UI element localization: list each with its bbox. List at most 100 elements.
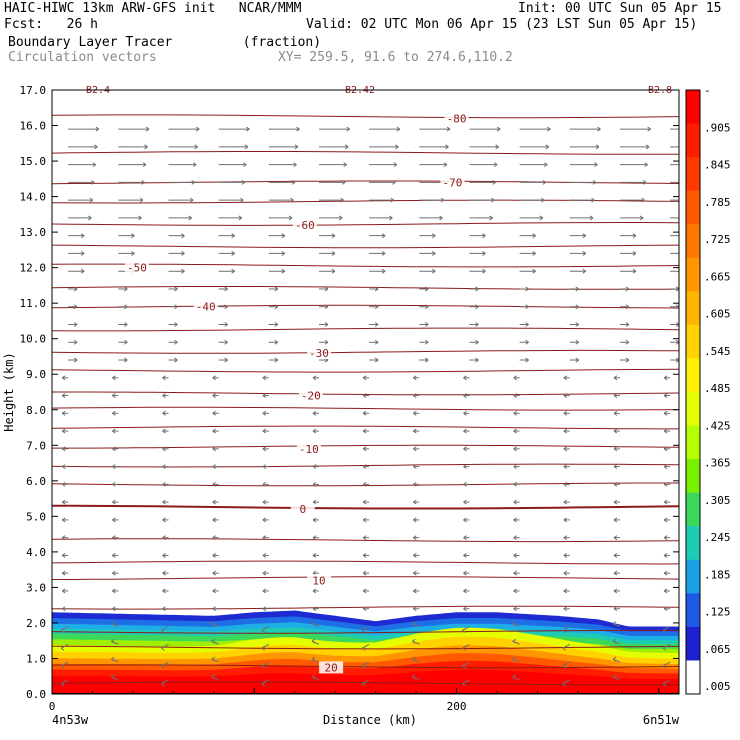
wind-vector-head <box>112 606 116 612</box>
wind-vector-head <box>162 553 166 558</box>
wind-vector-head <box>362 553 367 558</box>
y-tick-label: 15.0 <box>20 155 47 168</box>
wind-vector-head <box>94 144 98 150</box>
wind-vector-head <box>361 645 366 651</box>
temperature-contour <box>52 504 679 510</box>
wind-vector-head <box>390 197 395 203</box>
wind-vector-head <box>445 144 449 150</box>
wind-vector-head <box>547 126 551 132</box>
wind-vector-head <box>261 681 266 687</box>
wind-vector-head <box>597 126 601 132</box>
wind-vector-head <box>61 446 66 452</box>
wind-vector-head <box>261 663 266 669</box>
axes: 0.0 1.0 2.0 3.0 4.0 5.0 6.0 7.0 8.0 9.0 10.0 11.0 12… <box>20 84 679 713</box>
wind-vector-head <box>662 681 667 687</box>
y-tick-label: 7.0 <box>26 439 46 452</box>
contour-label: -60 <box>295 219 315 232</box>
wind-vector-head <box>73 304 78 310</box>
colorbar-label: .065 <box>704 643 731 656</box>
circulation-vectors <box>60 126 679 687</box>
wind-vector-head <box>525 322 529 327</box>
wind-vector-head <box>413 588 417 594</box>
y-tick-label: 14.0 <box>20 191 47 204</box>
colorbar-label: .725 <box>704 233 731 246</box>
wind-vector-head <box>563 446 568 452</box>
wind-vector-head <box>393 162 398 168</box>
wind-vector-head <box>262 481 267 487</box>
wind-vector-head <box>224 339 228 345</box>
wind-vector-head <box>212 499 216 505</box>
wind-vector-head <box>88 215 92 221</box>
wind-vector-head <box>613 517 618 523</box>
wind-vector-head <box>262 499 267 505</box>
wind-vector-head <box>613 375 618 381</box>
wind-vector-head <box>61 570 66 576</box>
wind-vector-head <box>89 197 94 203</box>
wind-vector-head <box>124 357 128 363</box>
colorbar-label: .605 <box>704 308 731 321</box>
wind-vector-head <box>61 517 66 523</box>
contour-label-bg <box>444 112 469 125</box>
wind-vector-head <box>425 357 429 363</box>
colorbar-swatch <box>686 626 700 661</box>
wind-vector-head <box>161 663 165 669</box>
wind-vector-head <box>311 638 316 644</box>
temperature-contour <box>52 560 679 565</box>
wind-vector-head <box>324 286 329 292</box>
wind-vector-head <box>413 446 417 452</box>
wind-vector-head <box>613 481 618 487</box>
wind-vector-head <box>663 464 668 470</box>
wind-vector-head <box>174 286 178 292</box>
colorbar-swatch <box>686 157 700 192</box>
plot-frame <box>51 89 680 695</box>
contour-label-bg <box>292 219 317 232</box>
contour-label: -20 <box>301 390 321 403</box>
wind-vector-head <box>575 322 580 327</box>
wind-vector-head <box>413 393 417 398</box>
model-title: HAIC-HIWC 13km ARW-GFS init NCAR/MMM <box>4 1 302 16</box>
wind-vector-head <box>513 446 517 452</box>
colorbar-swatch <box>686 123 700 158</box>
contour-label: 20 <box>324 661 337 674</box>
ground-line <box>52 692 679 694</box>
wind-vector-head <box>231 268 235 274</box>
y-tick-label: 6.0 <box>26 475 46 488</box>
wind-vector-head <box>60 681 65 687</box>
wind-vector-head <box>162 588 166 594</box>
wind-vector-head <box>425 322 429 327</box>
wind-vector-head <box>413 464 417 470</box>
wind-vector-head <box>563 535 568 541</box>
wind-vector-head <box>632 233 637 239</box>
y-tick-label: 5.0 <box>26 510 46 523</box>
wind-vector-head <box>340 197 344 203</box>
wind-vector-head <box>563 588 568 594</box>
wind-vector-head <box>312 410 317 416</box>
wind-vector-head <box>211 621 215 626</box>
wind-vector-head <box>312 606 317 612</box>
wind-vector-head <box>413 570 417 576</box>
wind-vector-head <box>161 645 165 651</box>
wind-vector-head <box>212 410 216 416</box>
wind-vector-head <box>563 375 568 381</box>
wind-vector-head <box>613 464 618 470</box>
wind-vector-head <box>563 464 568 470</box>
vector-title: Circulation vectors <box>8 50 157 65</box>
colorbar-swatch <box>686 291 700 326</box>
colorbar-label: .785 <box>704 196 731 209</box>
colorbar-frame <box>685 89 701 695</box>
y-tick-label: 12.0 <box>20 262 47 275</box>
colorbar-swatch <box>686 324 700 359</box>
wind-vector-head <box>463 446 467 452</box>
wind-vector-head <box>262 375 267 381</box>
wind-vector-head <box>512 674 516 680</box>
wind-vector-head <box>142 162 147 168</box>
wind-vector-head <box>112 588 116 594</box>
wind-vector-head <box>80 251 85 256</box>
wind-vector-head <box>144 144 148 150</box>
wind-vector-head <box>162 535 166 541</box>
wind-vector-head <box>311 674 316 680</box>
wind-vector-head <box>124 339 128 345</box>
wind-vector-head <box>162 375 166 381</box>
wind-vector-head <box>312 464 317 470</box>
